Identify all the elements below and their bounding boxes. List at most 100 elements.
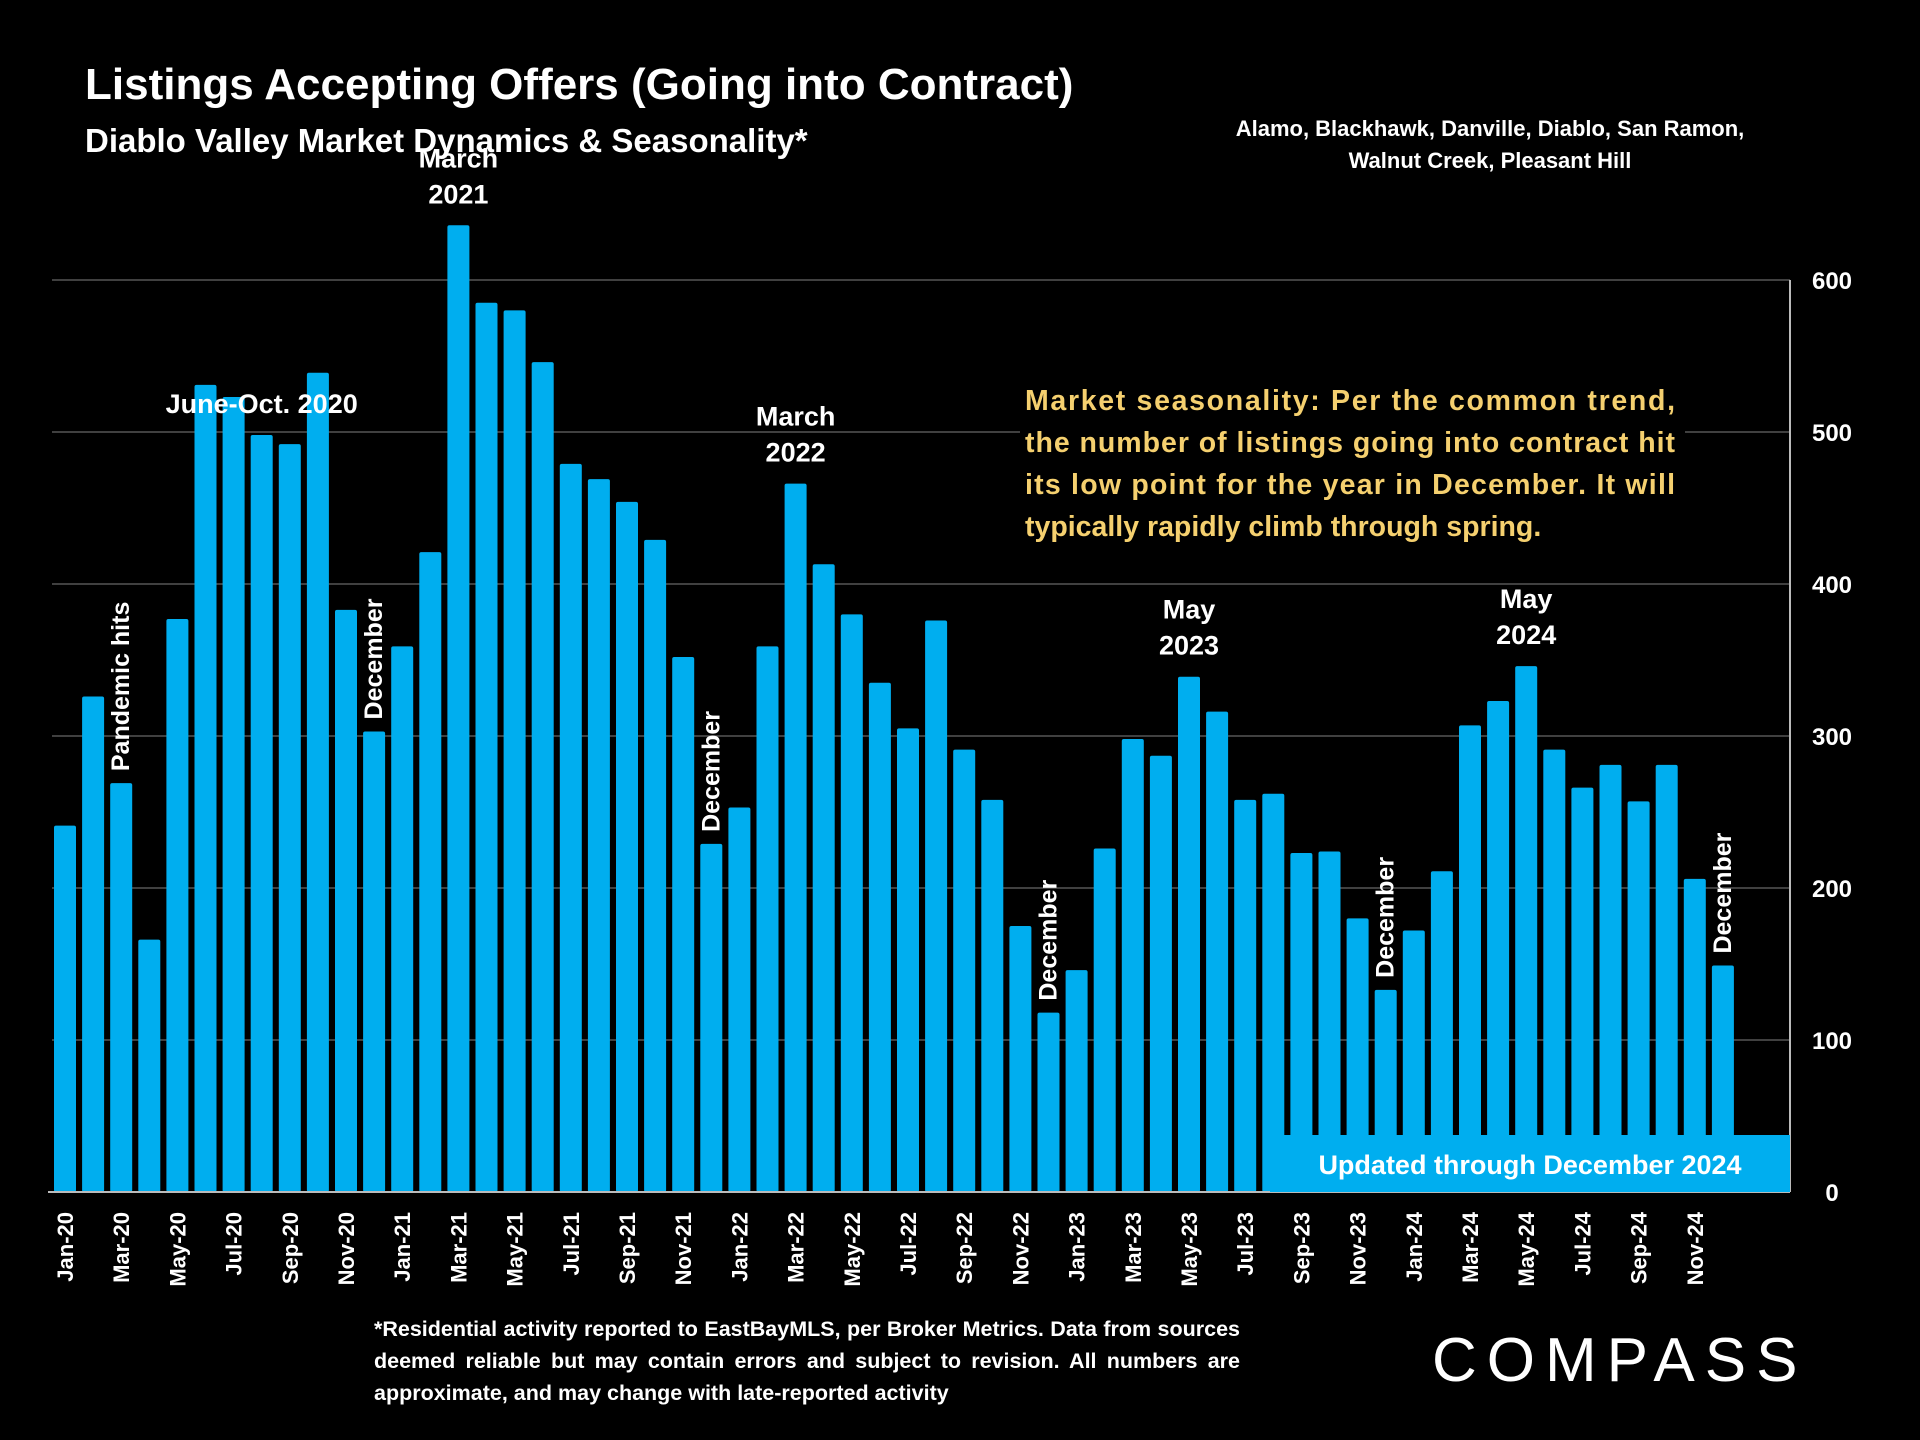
- x-tick-label: Nov-23: [1346, 1212, 1371, 1285]
- bar: [335, 609, 357, 1192]
- chart-subtitle: Diablo Valley Market Dynamics & Seasonal…: [85, 122, 808, 159]
- bar: [587, 479, 610, 1192]
- x-tick-label: Sep-21: [615, 1212, 640, 1284]
- y-tick-label: 100: [1812, 1028, 1852, 1055]
- annotation-line: 2023: [1159, 631, 1219, 661]
- annotation-line: 2021: [428, 179, 488, 209]
- bar: [1121, 739, 1144, 1192]
- updated-badge: Updated through December 2024: [1270, 1135, 1790, 1192]
- bar: [1037, 1012, 1060, 1192]
- x-tick-label: Sep-22: [952, 1212, 977, 1284]
- x-tick-label: Mar-24: [1458, 1211, 1483, 1283]
- bar: [250, 435, 273, 1192]
- bar: [1599, 764, 1622, 1192]
- bar: [1178, 676, 1200, 1192]
- bar: [419, 552, 442, 1192]
- chart-title: Listings Accepting Offers (Going into Co…: [85, 60, 1074, 109]
- bar: [447, 225, 470, 1192]
- bar: [953, 749, 976, 1192]
- bar: [475, 302, 498, 1192]
- bar: [784, 483, 807, 1192]
- bar: [1234, 799, 1257, 1192]
- bar: [700, 843, 723, 1192]
- annotations: Pandemic hits June-Oct. 2020 December March…: [107, 143, 1737, 1000]
- bar: [222, 397, 245, 1192]
- x-tick-label: Mar-20: [109, 1212, 134, 1283]
- x-tick-label: Nov-22: [1008, 1212, 1033, 1285]
- bar: [1149, 755, 1172, 1192]
- bar: [925, 620, 948, 1192]
- x-tick-label: Jul-22: [896, 1212, 921, 1276]
- annotation-line: 2024: [1496, 620, 1556, 650]
- bar: [391, 646, 414, 1192]
- x-tick-label: Sep-20: [278, 1212, 303, 1284]
- bar: [1009, 926, 1032, 1192]
- x-tick-label: Jan-22: [727, 1212, 752, 1282]
- annotation-label: December: [1372, 857, 1400, 978]
- bar: [1402, 930, 1425, 1192]
- bar: [1262, 793, 1285, 1192]
- y-tick-label: 500: [1812, 420, 1852, 447]
- bar: [166, 618, 189, 1192]
- x-tick-label: Jan-20: [53, 1212, 78, 1282]
- region-list: Alamo, Blackhawk, Danville, Diablo, San …: [1235, 116, 1745, 173]
- x-tick-label: Nov-24: [1683, 1211, 1708, 1285]
- bar: [306, 372, 329, 1193]
- x-tick-label: May-22: [840, 1212, 865, 1287]
- annotation-label: Pandemic hits: [107, 602, 135, 772]
- annotation-label: March 2022: [756, 402, 836, 468]
- bar: [1318, 851, 1341, 1192]
- x-tick-label: Nov-20: [334, 1212, 359, 1285]
- bar: [1093, 848, 1116, 1192]
- bar: [1627, 801, 1650, 1192]
- annotation-line: May: [1500, 584, 1553, 614]
- x-tick-label: Mar-21: [446, 1212, 471, 1283]
- annotation-line: March: [756, 402, 836, 432]
- annotation-line: May: [1163, 595, 1216, 625]
- bar: [840, 614, 863, 1192]
- note-line: the number of listings going into contra…: [1025, 427, 1676, 459]
- bar: [363, 731, 386, 1192]
- x-tick-label: Mar-23: [1121, 1212, 1146, 1283]
- bar: [1543, 749, 1566, 1192]
- x-tick-label: Sep-23: [1289, 1212, 1314, 1284]
- bar: [1571, 787, 1594, 1192]
- note-background: [1020, 380, 1685, 548]
- bar: [503, 310, 526, 1192]
- bar: [54, 825, 76, 1192]
- bar: [1290, 853, 1313, 1192]
- bar: [194, 384, 217, 1192]
- annotation-label: December: [1035, 879, 1063, 1000]
- bar: [672, 656, 695, 1192]
- y-tick-label: 300: [1812, 724, 1852, 751]
- bar-series: [54, 225, 1734, 1193]
- note-line: typically rapidly climb through spring.: [1025, 511, 1541, 543]
- seasonality-note: Market seasonality: Per the common trend…: [1025, 385, 1676, 543]
- x-tick-label: Jul-20: [222, 1212, 247, 1276]
- annotation-label: June-Oct. 2020: [166, 389, 358, 419]
- x-tick-label: Nov-21: [671, 1212, 696, 1285]
- bar: [728, 807, 751, 1192]
- annotation-label: May 2024: [1496, 584, 1556, 650]
- x-tick-label: May-21: [503, 1212, 528, 1287]
- x-axis: Jan-20 Mar-20 May-20 Jul-20 Sep-20 Nov-20 Jan-…: [53, 1211, 1708, 1286]
- bar: [531, 362, 554, 1193]
- x-tick-label: Jul-21: [559, 1212, 584, 1276]
- annotation-label: May 2023: [1159, 595, 1219, 661]
- bar: [756, 646, 779, 1192]
- annotation-label: March 2021: [419, 143, 499, 209]
- note-line: Market seasonality: Per the common trend…: [1025, 385, 1675, 417]
- bar: [868, 682, 891, 1192]
- y-tick-label: 400: [1812, 572, 1852, 599]
- annotation-line: March: [419, 143, 499, 173]
- bar: [1487, 701, 1510, 1192]
- bar: [1346, 918, 1369, 1192]
- note-line: its low point for the year in December. …: [1025, 469, 1675, 501]
- x-tick-label: Jul-23: [1233, 1212, 1258, 1276]
- bar: [138, 939, 161, 1192]
- footnote: *Residential activity reported to EastBa…: [374, 1317, 1240, 1405]
- bar: [644, 539, 667, 1192]
- badge-text: Updated through December 2024: [1318, 1150, 1741, 1180]
- y-tick-label: 200: [1812, 876, 1852, 903]
